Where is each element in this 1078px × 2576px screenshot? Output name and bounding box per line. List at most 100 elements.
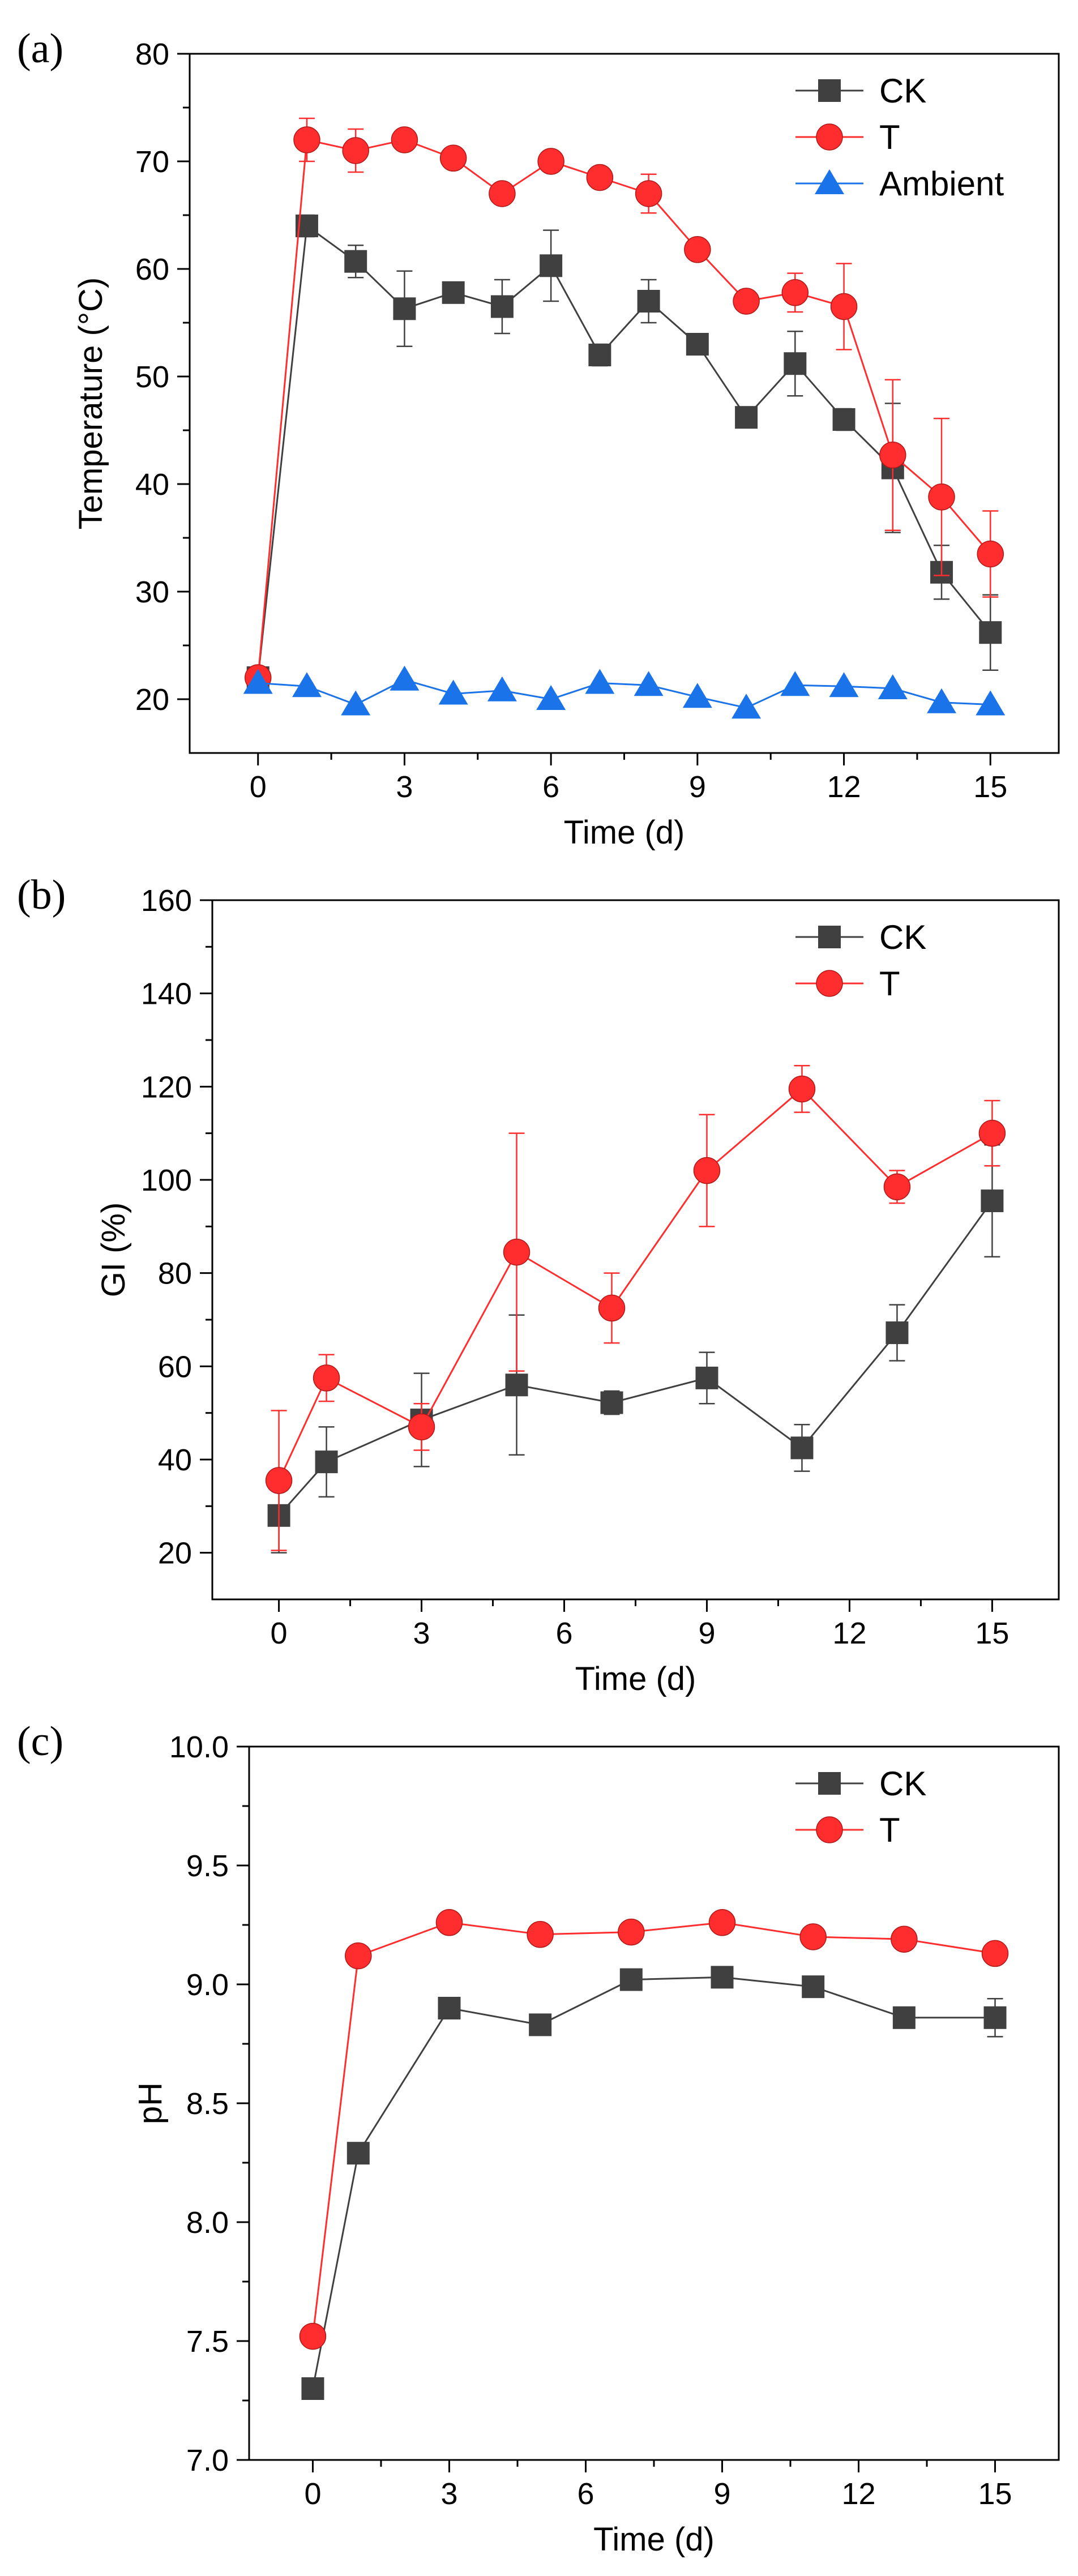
y-tick-label: 9.5 [186, 1849, 229, 1883]
legend-marker [816, 123, 843, 151]
x-tick-label: 9 [689, 770, 706, 804]
x-tick-label: 0 [271, 1616, 288, 1650]
y-tick-label: 40 [135, 468, 169, 502]
data-point [891, 1925, 918, 1953]
x-tick-label: 0 [304, 2477, 321, 2511]
plot-frame [189, 53, 1060, 754]
y-tick-label: 100 [141, 1163, 192, 1197]
data-point [439, 144, 467, 172]
data-point [435, 1909, 463, 1936]
data-point [879, 441, 906, 469]
y-tick-label: 7.0 [186, 2444, 229, 2477]
data-point [489, 180, 516, 207]
legend-item-ck: CK [795, 918, 926, 956]
x-tick-label: 6 [542, 770, 559, 804]
legend-item-ambient: Ambient [795, 165, 1004, 203]
data-point [600, 1391, 623, 1414]
data-point [301, 2377, 324, 2400]
series-t [265, 1065, 1006, 1551]
data-point [733, 288, 760, 315]
data-point [927, 688, 957, 713]
data-point [983, 2006, 1007, 2029]
legend-label: CK [879, 72, 926, 110]
legend: CK T [795, 918, 926, 1003]
data-point [832, 408, 855, 431]
y-tick-label: 8.5 [186, 2087, 229, 2121]
series-ambient [243, 665, 1006, 719]
legend-item-t: T [795, 1811, 900, 1849]
series-t [299, 1909, 1009, 2350]
data-point [529, 2013, 552, 2036]
legend-marker [818, 79, 841, 102]
y-tick-label: 30 [135, 575, 169, 609]
data-point [588, 344, 611, 366]
data-point [981, 1940, 1009, 1967]
data-point [618, 1918, 645, 1946]
y-tick-label: 20 [135, 683, 169, 717]
legend-marker [818, 926, 841, 948]
legend-label: T [879, 1811, 900, 1849]
legend-label: T [879, 965, 900, 1003]
legend: CK T [795, 1765, 926, 1849]
data-point [292, 672, 322, 698]
y-tick-label: 60 [135, 253, 169, 286]
data-point [634, 671, 664, 696]
data-point [788, 1075, 816, 1103]
data-point [711, 1966, 734, 1989]
data-point [346, 2142, 370, 2165]
data-point [265, 1467, 293, 1494]
legend-item-ck: CK [795, 72, 926, 110]
y-tick-label: 9.0 [186, 1968, 229, 2002]
series-ck [267, 1144, 1004, 1554]
data-point [684, 236, 711, 263]
data-point [487, 676, 517, 701]
y-tick-label: 140 [141, 977, 192, 1011]
data-point [781, 279, 809, 306]
data-point [981, 1189, 1004, 1213]
y-tick-label: 160 [141, 884, 192, 918]
y-tick-label: 40 [158, 1443, 192, 1477]
data-point [830, 293, 858, 320]
series-ck [301, 1966, 1007, 2400]
x-tick-label: 12 [841, 2477, 875, 2511]
data-point [585, 669, 615, 694]
y-tick-label: 80 [135, 37, 169, 71]
plot-frame [248, 1745, 1060, 2461]
x-tick-label: 15 [973, 770, 1007, 804]
series-line [257, 139, 991, 678]
chart-panel-b: 0 3 6 9 12 15 20 40 60 80 100 120 140 160 Time (d) GI (… [17, 872, 1060, 1697]
legend-label: CK [879, 918, 926, 956]
x-tick-label: 3 [440, 2477, 457, 2511]
data-point [442, 281, 465, 304]
data-point [892, 2006, 916, 2029]
y-axis-label: pH [132, 2082, 169, 2124]
legend-label: CK [879, 1765, 926, 1803]
data-point [391, 126, 418, 153]
x-tick-label: 0 [250, 770, 267, 804]
chart-panel-c: 0 3 6 9 12 15 7.0 7.5 8.0 8.5 9.0 9.5 10.0 Time (d) pH… [17, 1718, 1060, 2558]
data-point [313, 1364, 340, 1392]
data-point [438, 679, 468, 705]
legend-label: T [879, 118, 900, 156]
data-point [598, 1294, 626, 1322]
x-tick-label: 6 [555, 1616, 572, 1650]
y-axis-label: GI (%) [95, 1203, 132, 1298]
series-t [244, 117, 1004, 691]
series-line [311, 1922, 995, 2337]
data-point [790, 1436, 814, 1460]
data-point [883, 1173, 911, 1201]
data-point [408, 1413, 435, 1441]
data-point [438, 1997, 461, 2019]
data-point [299, 2322, 327, 2350]
data-point [345, 1942, 372, 1970]
y-tick-label: 50 [135, 360, 169, 394]
data-point [503, 1238, 531, 1266]
data-point [527, 1921, 554, 1948]
data-point [977, 540, 1004, 568]
y-tick-label: 80 [158, 1257, 192, 1291]
data-point [490, 295, 514, 318]
data-point [695, 1366, 718, 1389]
data-point [979, 621, 1002, 644]
data-point [784, 352, 807, 375]
